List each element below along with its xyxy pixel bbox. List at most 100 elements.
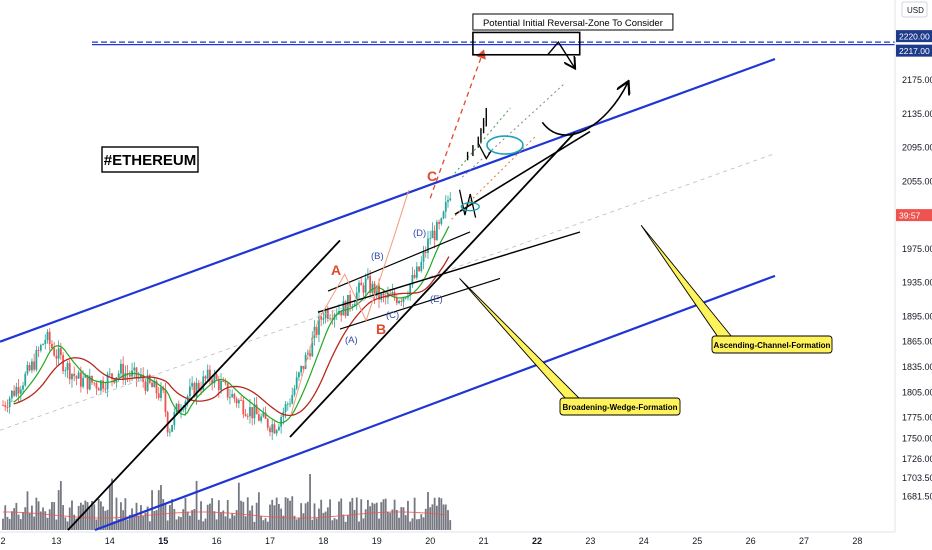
candle-body xyxy=(364,278,367,293)
candle-body xyxy=(300,365,303,373)
date-tick-label: 14 xyxy=(105,536,115,546)
reversal-zone-box[interactable] xyxy=(472,31,581,56)
candle-body xyxy=(404,297,407,299)
candle-body xyxy=(257,414,260,421)
candle-body xyxy=(371,283,374,293)
candle-body xyxy=(160,387,162,398)
candle-body xyxy=(291,394,294,404)
candle-body xyxy=(51,343,53,349)
wedge-inner-lower[interactable] xyxy=(339,277,501,330)
candle-body xyxy=(173,412,176,425)
candle-body xyxy=(344,301,347,316)
candle-body xyxy=(68,363,71,380)
volume-bar xyxy=(91,501,93,530)
wave-label-major: B xyxy=(376,321,386,337)
candle-body xyxy=(369,275,372,293)
date-tick-label: 26 xyxy=(746,536,756,546)
volume-bar xyxy=(202,521,205,530)
date-tick-label: 19 xyxy=(372,536,382,546)
volume-bar xyxy=(273,505,276,530)
volume-bar xyxy=(115,497,118,530)
candle-body xyxy=(442,211,445,219)
candle-body xyxy=(4,405,7,407)
volume-bar xyxy=(200,501,202,530)
channel-midline[interactable] xyxy=(0,153,776,431)
volume-bar xyxy=(44,511,47,530)
volume-bar xyxy=(177,516,180,530)
candle-body xyxy=(278,426,280,431)
volume-bar xyxy=(151,490,153,530)
candle-body xyxy=(378,285,380,300)
candle-body xyxy=(164,390,167,413)
candle-body xyxy=(144,381,147,391)
moving-average-line xyxy=(13,256,450,417)
volume-bar xyxy=(206,504,209,530)
volume-bar xyxy=(31,505,33,530)
trendline-support[interactable] xyxy=(289,131,576,438)
volume-bar xyxy=(209,503,211,530)
date-tick-label: 24 xyxy=(639,536,649,546)
candle-body xyxy=(440,218,443,224)
candle-body xyxy=(71,373,73,380)
volume-bar xyxy=(329,499,331,530)
candle-body xyxy=(197,382,200,390)
volume-bar xyxy=(171,499,173,530)
title-badge-frame xyxy=(101,146,199,173)
dotted-projection-orange[interactable] xyxy=(451,134,538,220)
wedge-upper[interactable] xyxy=(454,130,591,215)
candle-body xyxy=(262,412,265,417)
date-axis-panel[interactable] xyxy=(0,532,932,550)
channel-lower-line[interactable] xyxy=(94,274,776,532)
volume-bar xyxy=(315,518,318,530)
candle-body xyxy=(233,394,236,399)
volume-bar xyxy=(382,499,385,530)
candle-body xyxy=(117,373,120,378)
trendline-left[interactable] xyxy=(67,239,341,531)
projection-dashed-line[interactable] xyxy=(429,49,486,199)
volume-bar xyxy=(318,508,320,530)
candle-body xyxy=(229,397,231,399)
volume-bar xyxy=(360,499,363,530)
volume-bar xyxy=(271,499,274,530)
price-axis-panel[interactable] xyxy=(895,0,932,532)
candle-body xyxy=(6,406,9,408)
candle-body xyxy=(55,355,58,359)
volume-bar xyxy=(322,512,325,530)
volume-bar xyxy=(100,501,102,530)
candle-body xyxy=(304,354,307,369)
date-tick-label: 25 xyxy=(692,536,702,546)
channel-upper-line[interactable] xyxy=(0,57,776,343)
volume-bar xyxy=(384,498,387,530)
volume-bar xyxy=(8,519,11,530)
currency-badge[interactable]: USD xyxy=(907,6,924,15)
candle-body xyxy=(391,292,394,295)
candle-body xyxy=(2,404,4,406)
candle-body xyxy=(224,381,227,384)
candle-body xyxy=(73,373,76,377)
candle-body xyxy=(124,373,127,380)
volume-bar xyxy=(340,498,343,530)
volume-bar xyxy=(244,516,247,530)
volume-bar xyxy=(233,515,236,530)
volume-bar xyxy=(391,509,394,530)
candle-body xyxy=(375,285,378,297)
volume-bar xyxy=(387,511,389,530)
volume-bar xyxy=(371,502,374,530)
dotted-projection-green[interactable] xyxy=(451,107,511,178)
volume-bars xyxy=(2,474,452,530)
volume-bar xyxy=(71,500,73,530)
volume-bar xyxy=(291,496,294,530)
volume-bar xyxy=(55,519,58,530)
volume-bar xyxy=(153,510,156,530)
volume-bar xyxy=(260,516,262,530)
wedge-inner-upper[interactable] xyxy=(327,231,471,292)
volume-bar xyxy=(257,492,260,530)
volume-bar xyxy=(11,511,13,530)
candle-body xyxy=(260,416,262,421)
wedge-lower[interactable] xyxy=(317,231,581,313)
candle-body xyxy=(146,375,149,391)
volume-bar xyxy=(211,498,214,530)
candle-body xyxy=(249,407,251,417)
volume-bar xyxy=(19,519,22,530)
